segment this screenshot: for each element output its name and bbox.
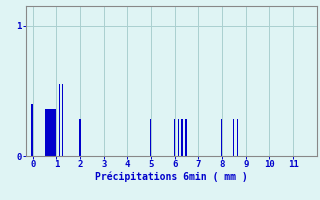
- Bar: [79, 119, 81, 156]
- Bar: [59, 84, 60, 156]
- Bar: [61, 84, 63, 156]
- Bar: [181, 119, 183, 156]
- Bar: [173, 119, 175, 156]
- Bar: [44, 109, 56, 156]
- Bar: [178, 119, 179, 156]
- Bar: [31, 104, 33, 156]
- Bar: [221, 119, 222, 156]
- Bar: [233, 119, 234, 156]
- Bar: [150, 119, 151, 156]
- X-axis label: Précipitations 6min ( mm ): Précipitations 6min ( mm ): [95, 172, 248, 182]
- Bar: [185, 119, 187, 156]
- Bar: [237, 119, 238, 156]
